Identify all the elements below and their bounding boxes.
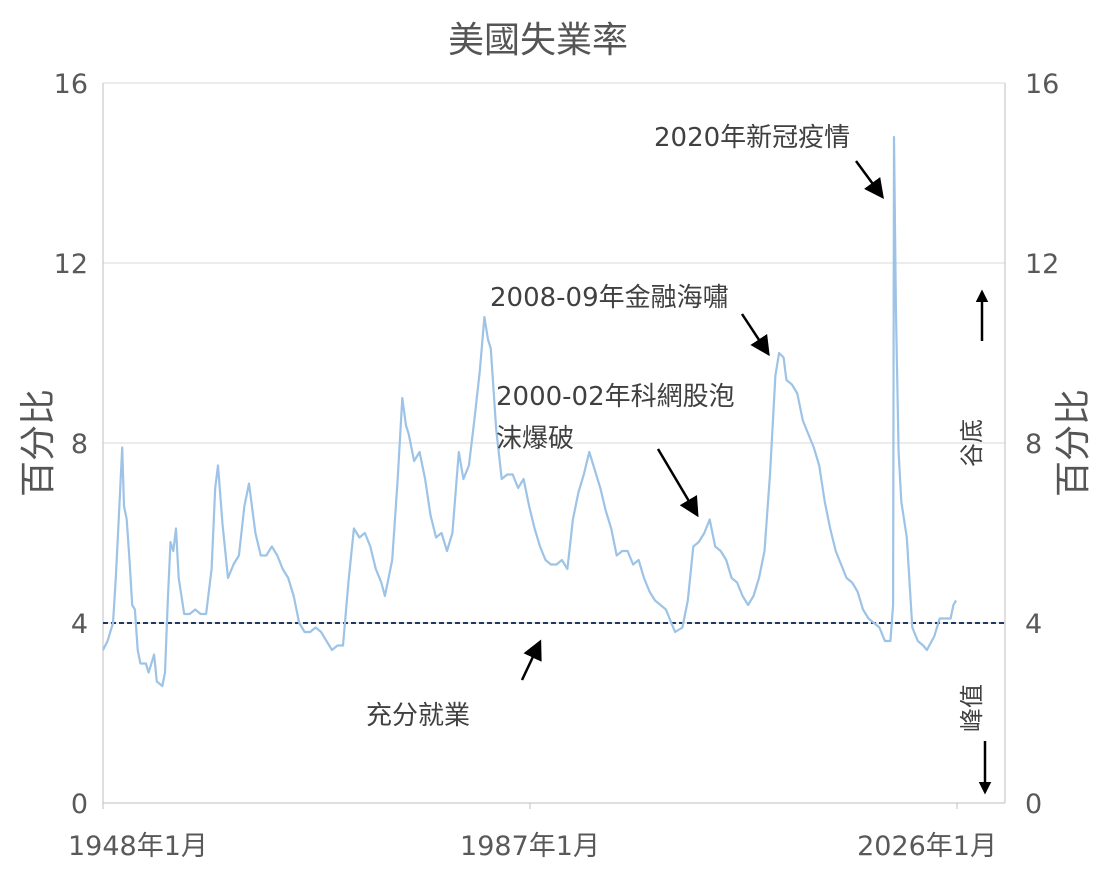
y-tick-labels-right: 0 4 8 12 16 (1025, 69, 1059, 820)
annotation-covid: 2020年新冠疫情 (654, 123, 850, 153)
x-tick-label: 1987年1月 (460, 831, 600, 862)
gridlines (103, 82, 1005, 624)
chart-title: 美國失業率 (448, 20, 628, 61)
side-label-trough: 谷底 (958, 419, 986, 467)
annotation-financial-crisis: 2008-09年金融海嘯 (490, 283, 729, 313)
y-tick-label-right: 4 (1025, 609, 1042, 640)
annotation-dotcom-arrow (656, 448, 699, 518)
annotation-full-employment: 充分就業 (366, 701, 470, 731)
y-tick-label-left: 16 (54, 69, 88, 100)
y-tick-label-left: 0 (71, 789, 88, 820)
y-tick-label-right: 16 (1025, 69, 1059, 100)
annotation-financial-crisis-arrow (740, 313, 770, 357)
y-tick-label-left: 12 (54, 249, 88, 280)
x-tick-labels: 1948年1月 1987年1月 2026年1月 (68, 803, 997, 862)
y-tick-label-left: 4 (71, 609, 88, 640)
y-axis-label-right: 百分比 (1053, 389, 1094, 497)
annotation-full-employment-arrow (520, 639, 542, 681)
y-axis-label-left: 百分比 (18, 389, 59, 497)
y-tick-label-right: 0 (1025, 789, 1042, 820)
y-tick-label-right: 8 (1025, 429, 1042, 460)
y-tick-label-left: 8 (71, 429, 88, 460)
x-tick-label: 2026年1月 (857, 831, 997, 862)
unemployment-rate-series-line (102, 135, 958, 688)
annotation-covid-arrow (854, 160, 884, 200)
side-label-peak: 峰值 (958, 684, 986, 732)
x-tick-label: 1948年1月 (68, 831, 208, 862)
y-tick-label-right: 12 (1025, 249, 1059, 280)
y-tick-labels-left: 0 4 8 12 16 (54, 69, 88, 820)
annotation-dotcom-line2: 沫爆破 (496, 424, 574, 454)
annotation-dotcom-line1: 2000-02年科網股泡 (496, 382, 735, 412)
